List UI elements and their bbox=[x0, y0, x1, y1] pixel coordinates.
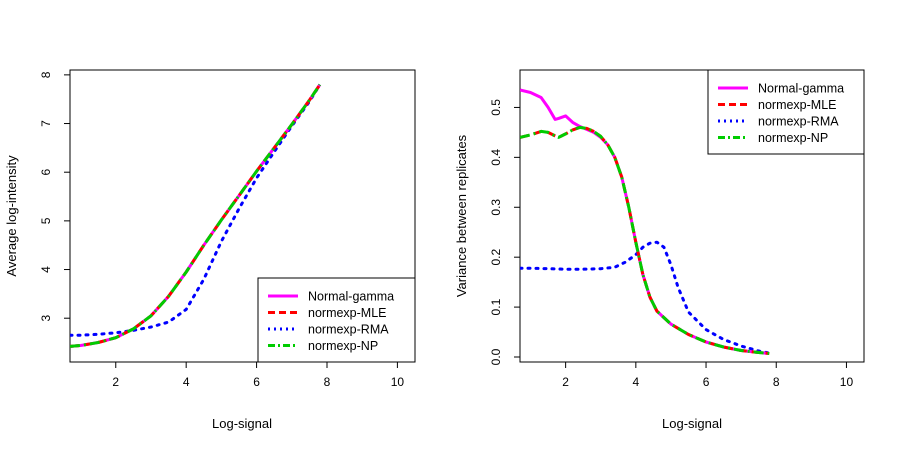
legend-label-normal-gamma: Normal-gamma bbox=[308, 290, 394, 304]
left-series-normexp-np bbox=[70, 83, 322, 348]
left-x-tick-label: 4 bbox=[183, 375, 190, 389]
left-y-axis-label: Average log-intensity bbox=[4, 155, 19, 277]
left-y-tick-label: 6 bbox=[39, 169, 53, 176]
legend-label-normexp-mle: normexp-MLE bbox=[758, 98, 837, 112]
right-y-tick-label: 0.3 bbox=[489, 199, 503, 216]
left-x-tick-label: 8 bbox=[324, 375, 331, 389]
right-legend-box bbox=[707, 69, 865, 155]
left-series bbox=[70, 83, 322, 348]
right-axes: 2 4 6 8 10 0.0 0.1 0.2 0.3 0.4 0.5 bbox=[489, 99, 853, 389]
left-x-tick-label: 2 bbox=[112, 375, 119, 389]
right-series bbox=[520, 88, 771, 355]
right-x-axis-label: Log-signal bbox=[662, 416, 722, 431]
right-series-normexp-np bbox=[520, 125, 770, 355]
right-y-axis-label: Variance between replicates bbox=[454, 134, 469, 297]
left-legend-box bbox=[257, 277, 416, 363]
legend-label-normexp-mle: normexp-MLE bbox=[308, 306, 387, 320]
right-x-tick-label: 8 bbox=[773, 375, 780, 389]
left-y-tick-label: 7 bbox=[39, 120, 53, 127]
right-y-tick-label: 0.0 bbox=[489, 348, 503, 365]
left-plot-frame bbox=[69, 69, 416, 363]
left-y-tick-label: 8 bbox=[39, 71, 53, 78]
right-chart: 2 4 6 8 10 0.0 0.1 0.2 0.3 0.4 0.5 Log-signal Vari… bbox=[454, 69, 865, 431]
right-y-tick-label: 0.5 bbox=[489, 99, 503, 116]
left-x-axis-label: Log-signal bbox=[212, 416, 272, 431]
right-plot-frame bbox=[519, 69, 865, 363]
right-legend: Normal-gamma normexp-MLE normexp-RMA normex… bbox=[707, 69, 865, 155]
legend-label-normexp-rma: normexp-RMA bbox=[308, 323, 389, 337]
legend-label-normal-gamma: Normal-gamma bbox=[758, 82, 844, 96]
left-x-tick-label: 10 bbox=[391, 375, 405, 389]
left-y-tick-label: 3 bbox=[39, 315, 53, 322]
left-y-tick-label: 4 bbox=[39, 266, 53, 273]
right-series-normexp-rma bbox=[520, 240, 771, 355]
right-x-tick-label: 4 bbox=[632, 375, 639, 389]
left-y-tick-label: 5 bbox=[39, 217, 53, 224]
left-x-tick-label: 6 bbox=[253, 375, 260, 389]
right-x-tick-label: 2 bbox=[562, 375, 569, 389]
right-x-tick-label: 6 bbox=[703, 375, 710, 389]
right-y-tick-label: 0.1 bbox=[489, 298, 503, 315]
right-y-tick-label: 0.4 bbox=[489, 149, 503, 166]
right-series-normexp-mle bbox=[520, 125, 770, 355]
right-y-tick-label: 0.2 bbox=[489, 249, 503, 266]
left-axes: 2 4 6 8 10 3 4 5 6 7 8 bbox=[39, 71, 404, 389]
left-chart: 2 4 6 8 10 3 4 5 6 7 8 Log-signal Average log-inte… bbox=[4, 69, 416, 431]
left-legend: Normal-gamma normexp-MLE normexp-RMA normex… bbox=[257, 277, 416, 363]
left-series-normexp-rma bbox=[70, 83, 322, 337]
right-x-tick-label: 10 bbox=[840, 375, 854, 389]
legend-label-normexp-rma: normexp-RMA bbox=[758, 115, 839, 129]
legend-label-normexp-np: normexp-NP bbox=[758, 131, 828, 145]
legend-label-normexp-np: normexp-NP bbox=[308, 339, 378, 353]
